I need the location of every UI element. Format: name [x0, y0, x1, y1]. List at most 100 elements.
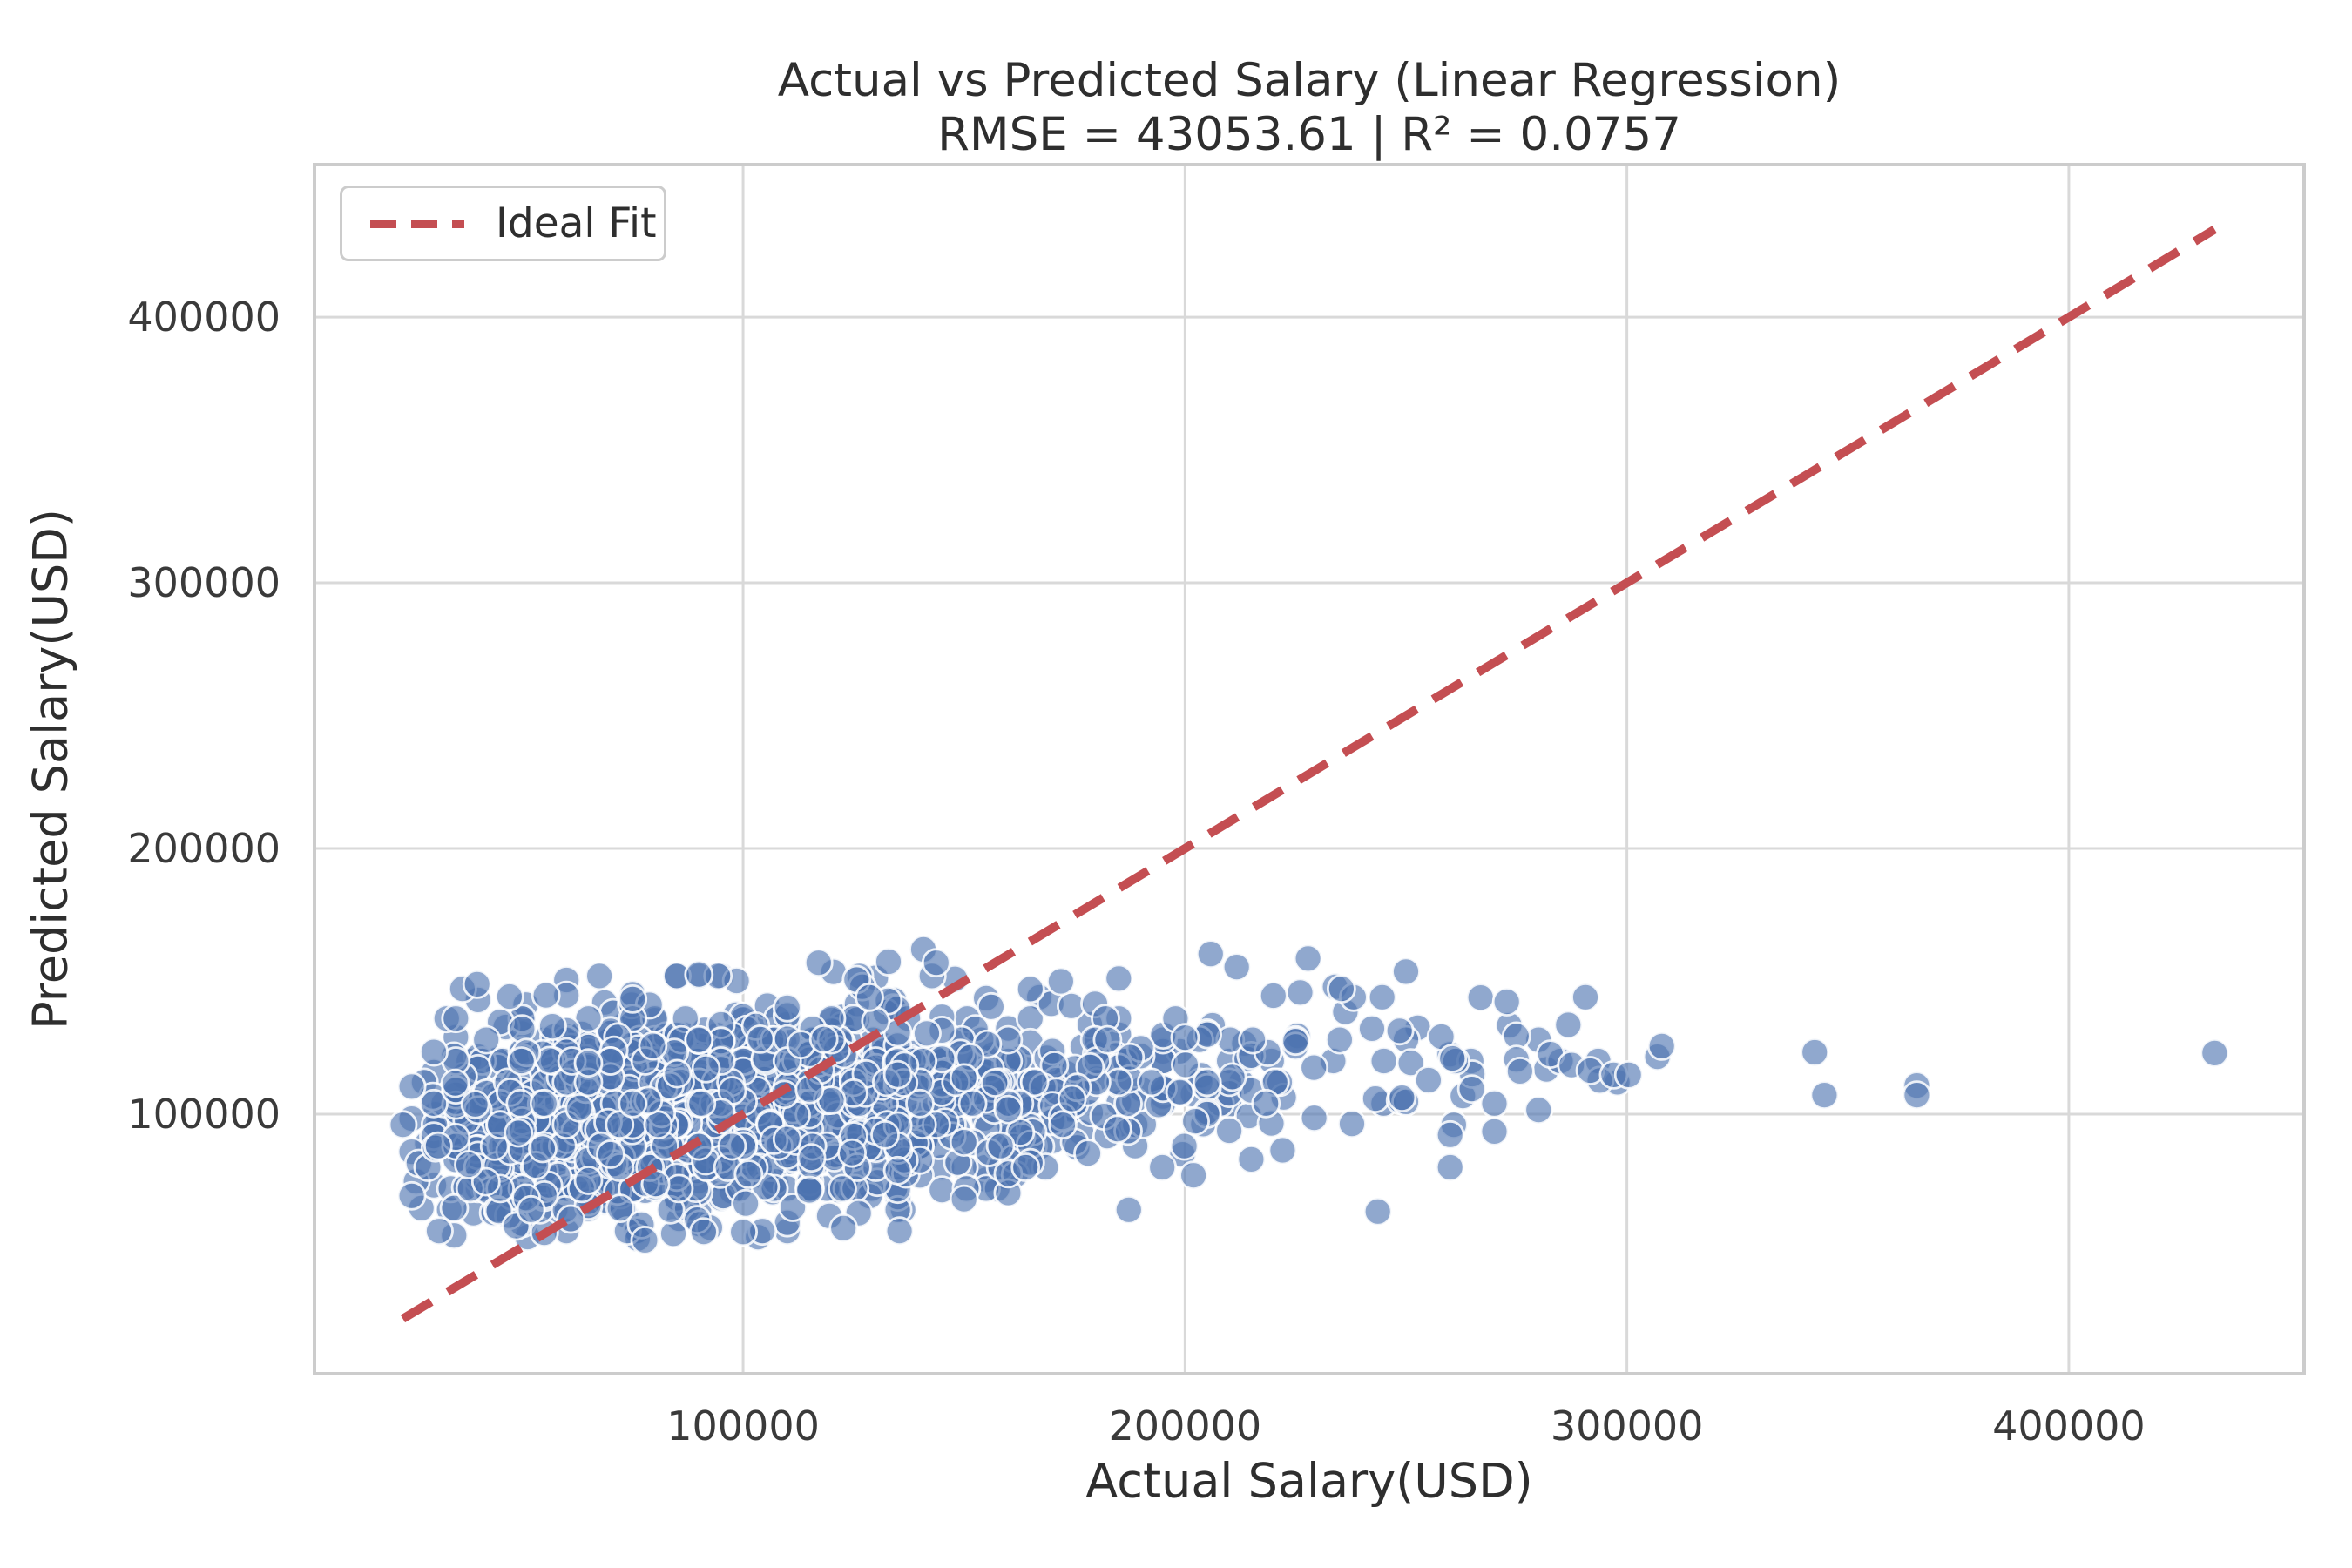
scatter-point [1179, 1160, 1208, 1191]
scatter-point [1057, 1084, 1087, 1114]
scatter-point [1180, 1106, 1210, 1136]
scatter-point [985, 1131, 1016, 1161]
scatter-point [796, 1143, 827, 1173]
scatter-point [1337, 1109, 1367, 1139]
scatter-point [495, 982, 524, 1011]
x-tick-label: 200000 [1108, 1402, 1262, 1450]
scatter-point [1046, 966, 1076, 997]
scatter-point [1553, 1010, 1584, 1040]
scatter-point [1019, 1067, 1050, 1098]
scatter-point [1465, 983, 1496, 1012]
scatter-point [1267, 1135, 1298, 1166]
scatter-point [1221, 952, 1252, 982]
scatter-point [728, 1217, 758, 1247]
scatter-point [855, 982, 884, 1012]
scatter-point [1435, 1152, 1465, 1182]
plot-border [313, 163, 2306, 1375]
scatter-point [1491, 987, 1522, 1017]
legend: Ideal Fit [340, 186, 666, 261]
scatter-point [1505, 1057, 1535, 1086]
scatter-point [870, 1119, 900, 1150]
scatter-point [573, 1166, 604, 1195]
scatter-point [1170, 1023, 1200, 1053]
y-tick-label: 100000 [127, 1091, 280, 1139]
scatter-point [1285, 977, 1315, 1008]
scatter-point [1238, 1024, 1267, 1055]
x-tick-label: 100000 [666, 1402, 820, 1450]
scatter-point [462, 970, 492, 999]
scatter-point [564, 1092, 594, 1123]
x-tick-label: 300000 [1550, 1402, 1704, 1450]
scatter-point [1414, 1065, 1443, 1095]
scatter-point [424, 1216, 454, 1247]
scatter-point [662, 1058, 693, 1089]
scatter-point [1147, 1152, 1178, 1182]
scatter-point [419, 1088, 449, 1119]
scatter-point [605, 1193, 635, 1223]
y-axis-label: Predicted Salary(USD) [23, 509, 78, 1030]
scatter-point [630, 1226, 660, 1255]
y-tick-label: 400000 [127, 294, 280, 341]
scatter-point [803, 948, 834, 978]
scatter-point [529, 1088, 559, 1119]
scatter-point [837, 1138, 867, 1168]
scatter-point [573, 1048, 604, 1078]
legend-item-label: Ideal Fit [496, 199, 657, 247]
scatter-point [949, 1063, 979, 1093]
scatter-point [439, 1193, 470, 1223]
scatter-point [684, 959, 714, 990]
scatter-point [531, 980, 561, 1010]
scatter-point [1165, 1077, 1195, 1107]
scatter-point [957, 1088, 988, 1119]
scatter-point [1387, 1083, 1417, 1112]
scatter-point [1281, 1026, 1311, 1057]
scatter-point [396, 1071, 427, 1102]
scatter-point [504, 1118, 534, 1148]
scatter-point [1192, 1067, 1222, 1098]
scatter-point [993, 1094, 1024, 1125]
scatter-point [1800, 1037, 1830, 1067]
scatter-point [1391, 956, 1421, 987]
scatter-point [828, 1213, 859, 1243]
y-tick-label: 200000 [127, 825, 280, 873]
scatter-point [691, 1053, 721, 1084]
scatter-point [1015, 974, 1045, 1004]
scatter-point [419, 1037, 449, 1067]
scatter-point [731, 1188, 760, 1219]
scatter-point [1809, 1080, 1840, 1110]
scatter-point [1115, 1042, 1146, 1072]
scatter-point [596, 1139, 625, 1169]
scatter-point [1437, 1044, 1468, 1073]
scatter-point [882, 1059, 913, 1090]
scatter-point [1010, 1152, 1041, 1182]
x-axis-label: Actual Salary(USD) [1085, 1453, 1533, 1509]
scatter-points-layer [388, 935, 2230, 1255]
scatter-point [1524, 1095, 1554, 1125]
scatter-point [772, 1124, 802, 1154]
scatter-point [440, 1068, 470, 1098]
scatter-point [1571, 982, 1600, 1012]
scatter-point [882, 1155, 913, 1186]
scatter-point [1092, 1024, 1123, 1055]
scatter-point [1902, 1080, 1932, 1110]
scatter-point [1384, 1016, 1415, 1046]
scatter-point [689, 1217, 719, 1247]
scatter-point [1369, 1046, 1399, 1076]
scatter-point [1073, 1139, 1103, 1168]
scatter-point [1646, 1031, 1677, 1061]
scatter-point [516, 1194, 546, 1225]
scatter-point [1456, 1074, 1487, 1104]
scatter-point [808, 1024, 839, 1054]
scatter-point [1325, 1024, 1355, 1055]
scatter-point [1102, 1114, 1132, 1145]
scatter-point [686, 1088, 717, 1119]
scatter-point [618, 1088, 648, 1119]
scatter-point [949, 1127, 979, 1157]
scatter-point [454, 1150, 483, 1179]
scatter-point [1357, 1014, 1387, 1044]
scatter-point [684, 1024, 714, 1055]
scatter-point [1104, 963, 1134, 994]
scatter-point [921, 948, 951, 978]
scatter-point [794, 1175, 825, 1206]
